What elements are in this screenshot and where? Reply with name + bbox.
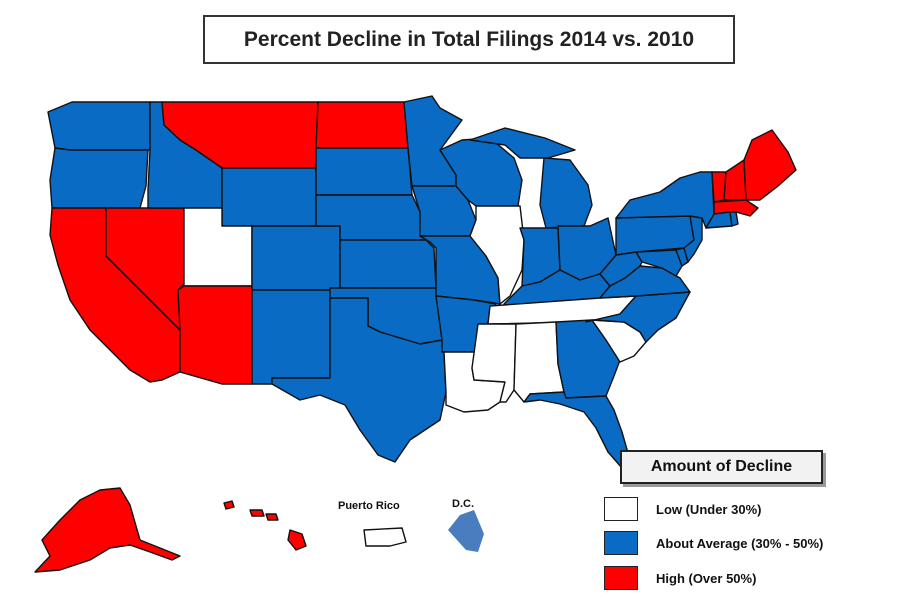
state-rhode-island[interactable] [729, 211, 739, 227]
state-hawaii[interactable] [223, 500, 307, 551]
dc-label: D.C. [452, 498, 474, 510]
state-washington[interactable] [47, 101, 151, 151]
state-south-dakota[interactable] [315, 147, 413, 196]
legend-item-average: About Average (30% - 50%) [604, 531, 823, 555]
state-alaska[interactable] [34, 487, 181, 573]
state-minnesota[interactable] [403, 95, 463, 187]
state-new-jersey[interactable] [683, 215, 703, 263]
legend-swatch-high [604, 566, 638, 590]
state-new-mexico[interactable] [251, 289, 331, 385]
territory-puerto-rico[interactable] [363, 527, 407, 547]
state-maine[interactable] [743, 129, 797, 201]
legend-item-high: High (Over 50%) [604, 566, 756, 590]
puerto-rico-label: Puerto Rico [338, 500, 400, 512]
legend-label-low: Low (Under 30%) [656, 501, 762, 517]
district-of-columbia[interactable] [448, 510, 484, 552]
legend-label-high: High (Over 50%) [656, 570, 757, 586]
map-title: Percent Decline in Total Filings 2014 vs… [203, 15, 735, 64]
state-north-dakota[interactable] [315, 101, 409, 149]
legend-label-average: About Average (30% - 50%) [656, 535, 824, 551]
state-arizona[interactable] [177, 285, 253, 385]
state-new-hampshire[interactable] [723, 159, 747, 201]
state-north-carolina[interactable] [585, 291, 691, 343]
legend-item-low: Low (Under 30%) [604, 497, 761, 521]
legend-swatch-low [604, 497, 638, 521]
state-texas[interactable] [271, 297, 447, 463]
state-michigan[interactable] [469, 127, 593, 229]
state-kansas[interactable] [339, 239, 437, 289]
state-oregon[interactable] [49, 147, 149, 209]
legend-title: Amount of Decline [620, 450, 823, 484]
state-colorado[interactable] [251, 225, 341, 291]
state-florida[interactable] [523, 391, 631, 469]
legend-swatch-average [604, 531, 638, 555]
state-wyoming[interactable] [221, 167, 317, 227]
